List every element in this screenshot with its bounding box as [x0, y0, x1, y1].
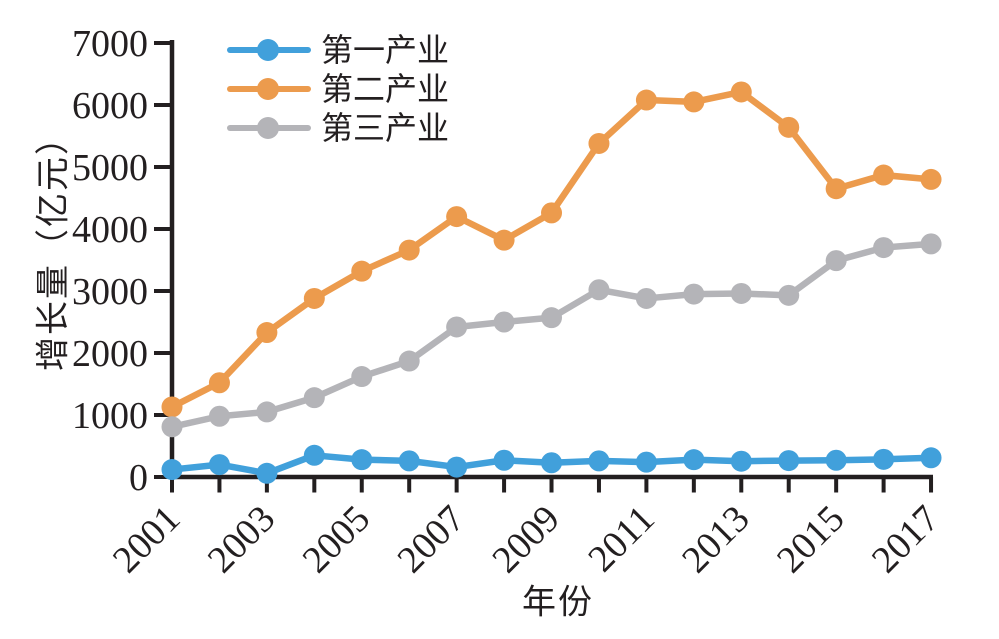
y-axis-title: 增长量（亿元） — [35, 119, 73, 371]
data-point-2-2001 — [161, 416, 183, 438]
data-point-1-2008 — [493, 229, 515, 251]
data-point-1-2013 — [730, 81, 752, 103]
x-tick-label: 2009 — [484, 498, 567, 581]
data-point-2-2004 — [303, 387, 325, 409]
data-point-1-2009 — [541, 202, 563, 224]
data-point-0-2010 — [588, 450, 610, 472]
data-point-0-2007 — [446, 456, 468, 478]
y-tick-label: 7000 — [72, 23, 148, 65]
data-point-1-2014 — [778, 116, 800, 138]
legend-label: 第三产业 — [321, 109, 450, 146]
data-point-0-2015 — [825, 449, 847, 471]
data-point-1-2016 — [873, 164, 895, 186]
data-point-1-2005 — [351, 260, 373, 282]
data-point-0-2003 — [256, 462, 278, 484]
data-point-2-2013 — [730, 282, 752, 304]
data-point-1-2010 — [588, 132, 610, 154]
legend-item-0: 第一产业 — [227, 30, 449, 69]
data-point-0-2011 — [635, 451, 657, 473]
y-tick-label: 1000 — [72, 395, 148, 437]
y-tick-label: 2000 — [72, 333, 148, 375]
data-point-2-2002 — [208, 405, 230, 427]
legend-dot-icon — [257, 38, 279, 61]
x-tick-label: 2013 — [674, 498, 757, 581]
legend-marker-icon — [227, 38, 311, 62]
x-tick-label: 2011 — [580, 498, 662, 580]
data-point-1-2001 — [161, 396, 183, 418]
data-point-1-2015 — [825, 178, 847, 200]
data-point-1-2012 — [683, 91, 705, 113]
data-point-2-2012 — [683, 283, 705, 305]
legend-dot-icon — [257, 116, 279, 139]
legend: 第一产业 第二产业 第三产业 — [227, 30, 449, 147]
data-point-1-2003 — [256, 322, 278, 344]
data-point-2-2016 — [873, 237, 895, 259]
data-point-1-2011 — [635, 89, 657, 111]
y-tick-label: 0 — [129, 457, 148, 499]
data-point-2-2009 — [541, 307, 563, 329]
x-tick-label: 2003 — [200, 498, 283, 581]
data-point-0-2004 — [303, 444, 325, 466]
x-tick-label: 2001 — [105, 498, 188, 581]
legend-item-1: 第二产业 — [227, 69, 449, 108]
data-point-0-2017 — [920, 447, 942, 469]
x-tick-label: 2005 — [295, 498, 378, 581]
legend-marker-icon — [227, 77, 311, 101]
data-point-2-2011 — [635, 287, 657, 309]
data-point-2-2017 — [920, 233, 942, 255]
x-axis-title: 年份 — [522, 584, 594, 622]
data-point-2-2014 — [778, 284, 800, 306]
data-point-0-2014 — [778, 450, 800, 472]
data-point-1-2007 — [446, 206, 468, 228]
data-point-0-2006 — [398, 450, 420, 472]
y-tick-label: 4000 — [72, 209, 148, 251]
series-line-2 — [168, 240, 935, 431]
x-tick-label: 2017 — [864, 498, 947, 581]
x-tick-label: 2015 — [769, 498, 852, 581]
data-point-0-2002 — [208, 454, 230, 476]
y-tick-label: 6000 — [72, 85, 148, 127]
data-point-2-2010 — [588, 279, 610, 301]
legend-label: 第一产业 — [321, 31, 450, 68]
x-tick-label: 2007 — [390, 498, 473, 581]
data-point-2-2006 — [398, 350, 420, 372]
legend-marker-icon — [227, 116, 311, 140]
data-point-2-2007 — [446, 316, 468, 338]
data-point-0-2016 — [873, 448, 895, 470]
data-point-2-2005 — [351, 366, 373, 388]
legend-item-2: 第三产业 — [227, 108, 449, 147]
data-point-0-2012 — [683, 449, 705, 471]
data-point-1-2002 — [208, 372, 230, 394]
legend-dot-icon — [257, 77, 279, 100]
data-point-2-2015 — [825, 250, 847, 272]
data-point-1-2017 — [920, 168, 942, 190]
data-point-2-2008 — [493, 311, 515, 333]
data-point-0-2005 — [351, 449, 373, 471]
data-point-0-2013 — [730, 450, 752, 472]
data-point-0-2001 — [161, 459, 183, 481]
data-point-0-2009 — [541, 452, 563, 474]
legend-label: 第二产业 — [321, 70, 450, 107]
data-point-1-2006 — [398, 239, 420, 261]
data-point-1-2004 — [303, 287, 325, 309]
y-tick-label: 3000 — [72, 271, 148, 313]
data-point-0-2008 — [493, 449, 515, 471]
y-tick-label: 5000 — [72, 147, 148, 189]
data-point-2-2003 — [256, 401, 278, 423]
